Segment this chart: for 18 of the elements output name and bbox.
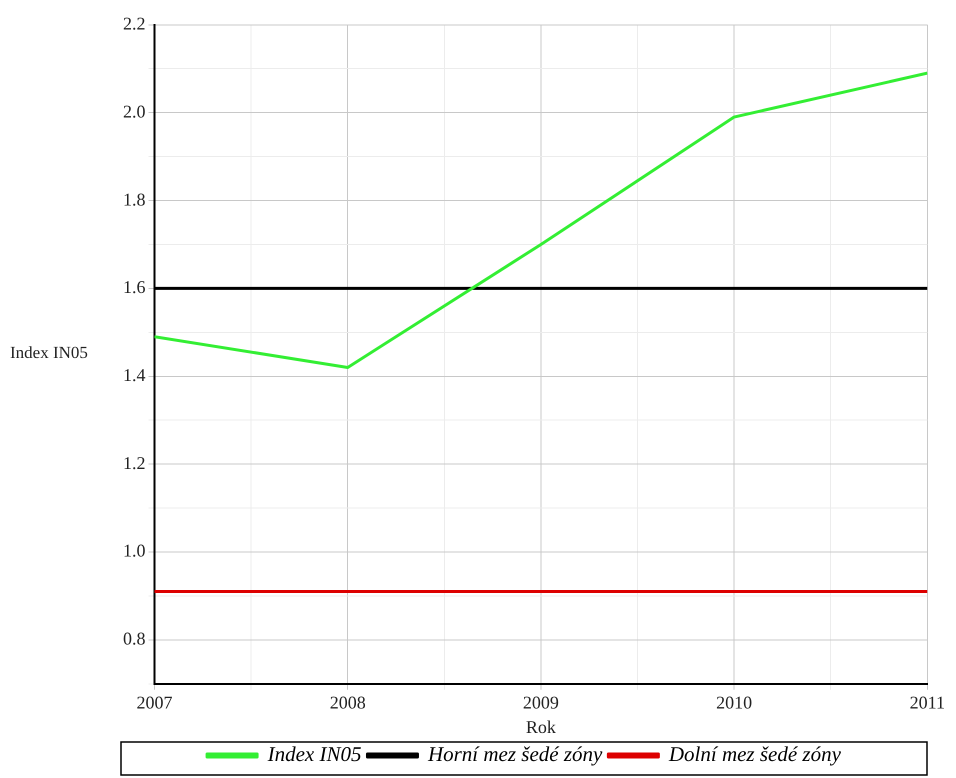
y-tick-label: 2.0: [123, 100, 146, 121]
legend-label: Dolní mez šedé zóny: [668, 742, 842, 766]
y-tick-label: 2.2: [123, 13, 146, 34]
y-tick-label: 1.8: [123, 188, 146, 209]
x-tick-label: 2010: [716, 692, 752, 712]
x-tick-label: 2009: [522, 692, 559, 712]
y-tick-label: 1.6: [123, 276, 146, 297]
x-tick-label: 2007: [136, 692, 172, 712]
legend-label: Horní mez šedé zóny: [426, 742, 604, 766]
y-axis-title: Index IN05: [9, 343, 89, 363]
x-tick-label: 2011: [910, 692, 946, 712]
legend-label: Index IN05: [266, 742, 362, 766]
x-axis-title: Rok: [526, 716, 556, 736]
y-tick-label: 0.8: [123, 628, 146, 648]
y-tick-label: 1.0: [123, 540, 146, 560]
y-tick-label: 1.4: [123, 364, 146, 384]
y-tick-label: 1.2: [123, 452, 146, 472]
x-tick-label: 2008: [330, 692, 366, 712]
